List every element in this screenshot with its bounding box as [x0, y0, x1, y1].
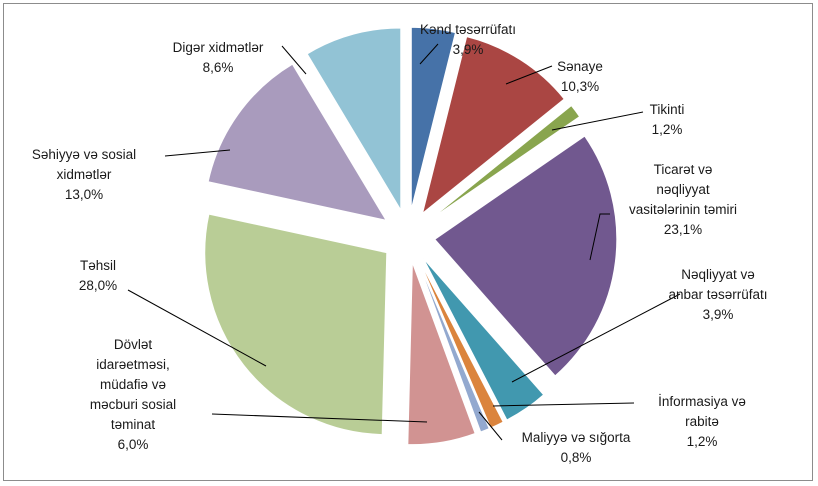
pie-slice-dig-r-xidm-tl-r: [306, 27, 402, 212]
slice-label-i-nformasiya-v-rabit: İnformasiya və rabitə 1,2%: [658, 394, 746, 449]
leader-line-n-qliyyat-v-anbar-t-s-rr-fat: [511, 293, 681, 383]
slice-label-line: Təhsil: [80, 258, 116, 273]
slice-label-line: Nəqliyyat və: [681, 267, 755, 282]
slice-label-s-naye: Sənaye 10,3%: [557, 59, 603, 94]
leader-line-s-hiyy-v-sosial-xidm-tl-r: [164, 149, 231, 157]
slice-label-line: Kənd təsərrüfatı: [420, 22, 516, 37]
leader-line-d-vl-t-idar-etm-si-m-dafi-v-m-cburi-sosial-t-minat: [211, 413, 428, 423]
slice-value-ticar-t-v-n-qliyyat-vasit-l-rinin-t-miri: 23,1%: [664, 222, 702, 237]
pie-slice-tikinti: [429, 104, 581, 221]
slice-value-tikinti: 1,2%: [652, 122, 683, 137]
pie-slice-s-hiyy-v-sosial-xidm-tl-r: [207, 63, 388, 222]
leader-line-t-hsil: [127, 289, 267, 367]
slice-label-line: Sənaye: [557, 59, 603, 74]
slice-label-line: Səhiyyə və sosial: [32, 147, 136, 162]
slice-value-s-hiyy-v-sosial-xidm-tl-r: 13,0%: [65, 187, 103, 202]
slice-label-line: Ticarət və: [654, 162, 713, 177]
slice-label-ticar-t-v-n-qliyyat-vasit-l-rinin-t-miri: Ticarət və nəqliyyat vasitələrinin təmiri 2…: [629, 162, 737, 237]
slice-label-line: nəqliyyat: [656, 182, 710, 197]
slice-label-line: idarəetməsi,: [96, 357, 170, 372]
slice-value-t-hsil: 28,0%: [79, 278, 117, 293]
slice-label-line: anbar təsərrüfatı: [668, 287, 767, 302]
slice-value-d-vl-t-idar-etm-si-m-dafi-v-m-cburi-sosial-t-minat: 6,0%: [118, 437, 149, 452]
slice-label-line: Digər xidmətlər: [173, 40, 264, 55]
slice-label-dig-r-xidm-tl-r: Digər xidmətlər 8,6%: [173, 40, 264, 75]
slice-label-line: təminat: [111, 417, 156, 432]
leader-line-i-nformasiya-v-rabit: [492, 402, 635, 407]
pie-slice-i-nformasiya-v-rabit: [419, 260, 504, 429]
slice-label-line: rabitə: [685, 414, 719, 429]
leader-line-k-nd-t-s-rr-fat: [419, 43, 439, 65]
slice-label-n-qliyyat-v-anbar-t-s-rr-fat: Nəqliyyat və anbar təsərrüfatı 3,9%: [668, 267, 767, 322]
leader-line-tikinti: [551, 111, 644, 131]
slice-label-maliyy-v-s-orta: Maliyyə və sığorta 0,8%: [522, 430, 631, 465]
leader-line-maliyy-v-s-orta: [478, 411, 503, 441]
leader-line-dig-r-xidm-tl-r: [281, 45, 307, 75]
slice-label-line: Maliyyə və sığorta: [522, 430, 631, 445]
pie-slice-t-hsil: [204, 213, 388, 436]
slice-label-k-nd-t-s-rr-fat: Kənd təsərrüfatı 3,9%: [420, 22, 516, 57]
slice-label-line: Dövlət: [114, 337, 153, 352]
pie-slice-s-naye: [421, 36, 565, 215]
slice-value-k-nd-t-s-rr-fat: 3,9%: [453, 42, 484, 57]
slice-label-line: müdafiə və: [100, 377, 166, 392]
slice-value-dig-r-xidm-tl-r: 8,6%: [203, 60, 234, 75]
slice-value-i-nformasiya-v-rabit: 1,2%: [687, 434, 718, 449]
slice-label-line: Tikinti: [650, 102, 685, 117]
pie-slice-k-nd-t-s-rr-fat: [410, 26, 457, 210]
leader-line-ticar-t-v-n-qliyyat-vasit-l-rinin-t-miri: [589, 213, 610, 261]
chart-frame: [3, 3, 813, 481]
pie-slice-ticar-t-v-n-qliyyat-vasit-l-rinin-t-miri: [434, 135, 618, 377]
pie-slice-d-vl-t-idar-etm-si-m-dafi-v-m-cburi-sosial-t-minat: [407, 262, 476, 446]
slice-label-d-vl-t-idar-etm-si-m-dafi-v-m-cburi-sosial-t-minat: Dövlət idarəetməsi, müdafiə və məcburi sosi…: [90, 337, 176, 452]
slice-label-s-hiyy-v-sosial-xidm-tl-r: Səhiyyə və sosial xidmətlər 13,0%: [32, 147, 136, 202]
slice-label-tikinti: Tikinti 1,2%: [650, 102, 685, 137]
leader-line-s-naye: [505, 65, 553, 85]
slice-label-line: xidmətlər: [57, 167, 112, 182]
slice-label-line: İnformasiya və: [658, 394, 746, 409]
slice-value-s-naye: 10,3%: [561, 79, 599, 94]
slice-label-line: vasitələrinin təmiri: [629, 202, 737, 217]
pie-slice-n-qliyyat-v-anbar-t-s-rr-fat: [422, 257, 545, 421]
pie-slice-maliyy-v-s-orta: [417, 260, 490, 433]
slice-label-t-hsil: Təhsil 28,0%: [79, 258, 117, 293]
slice-label-line: məcburi sosial: [90, 397, 176, 412]
slice-value-n-qliyyat-v-anbar-t-s-rr-fat: 3,9%: [703, 307, 734, 322]
slice-value-maliyy-v-s-orta: 0,8%: [561, 450, 592, 465]
